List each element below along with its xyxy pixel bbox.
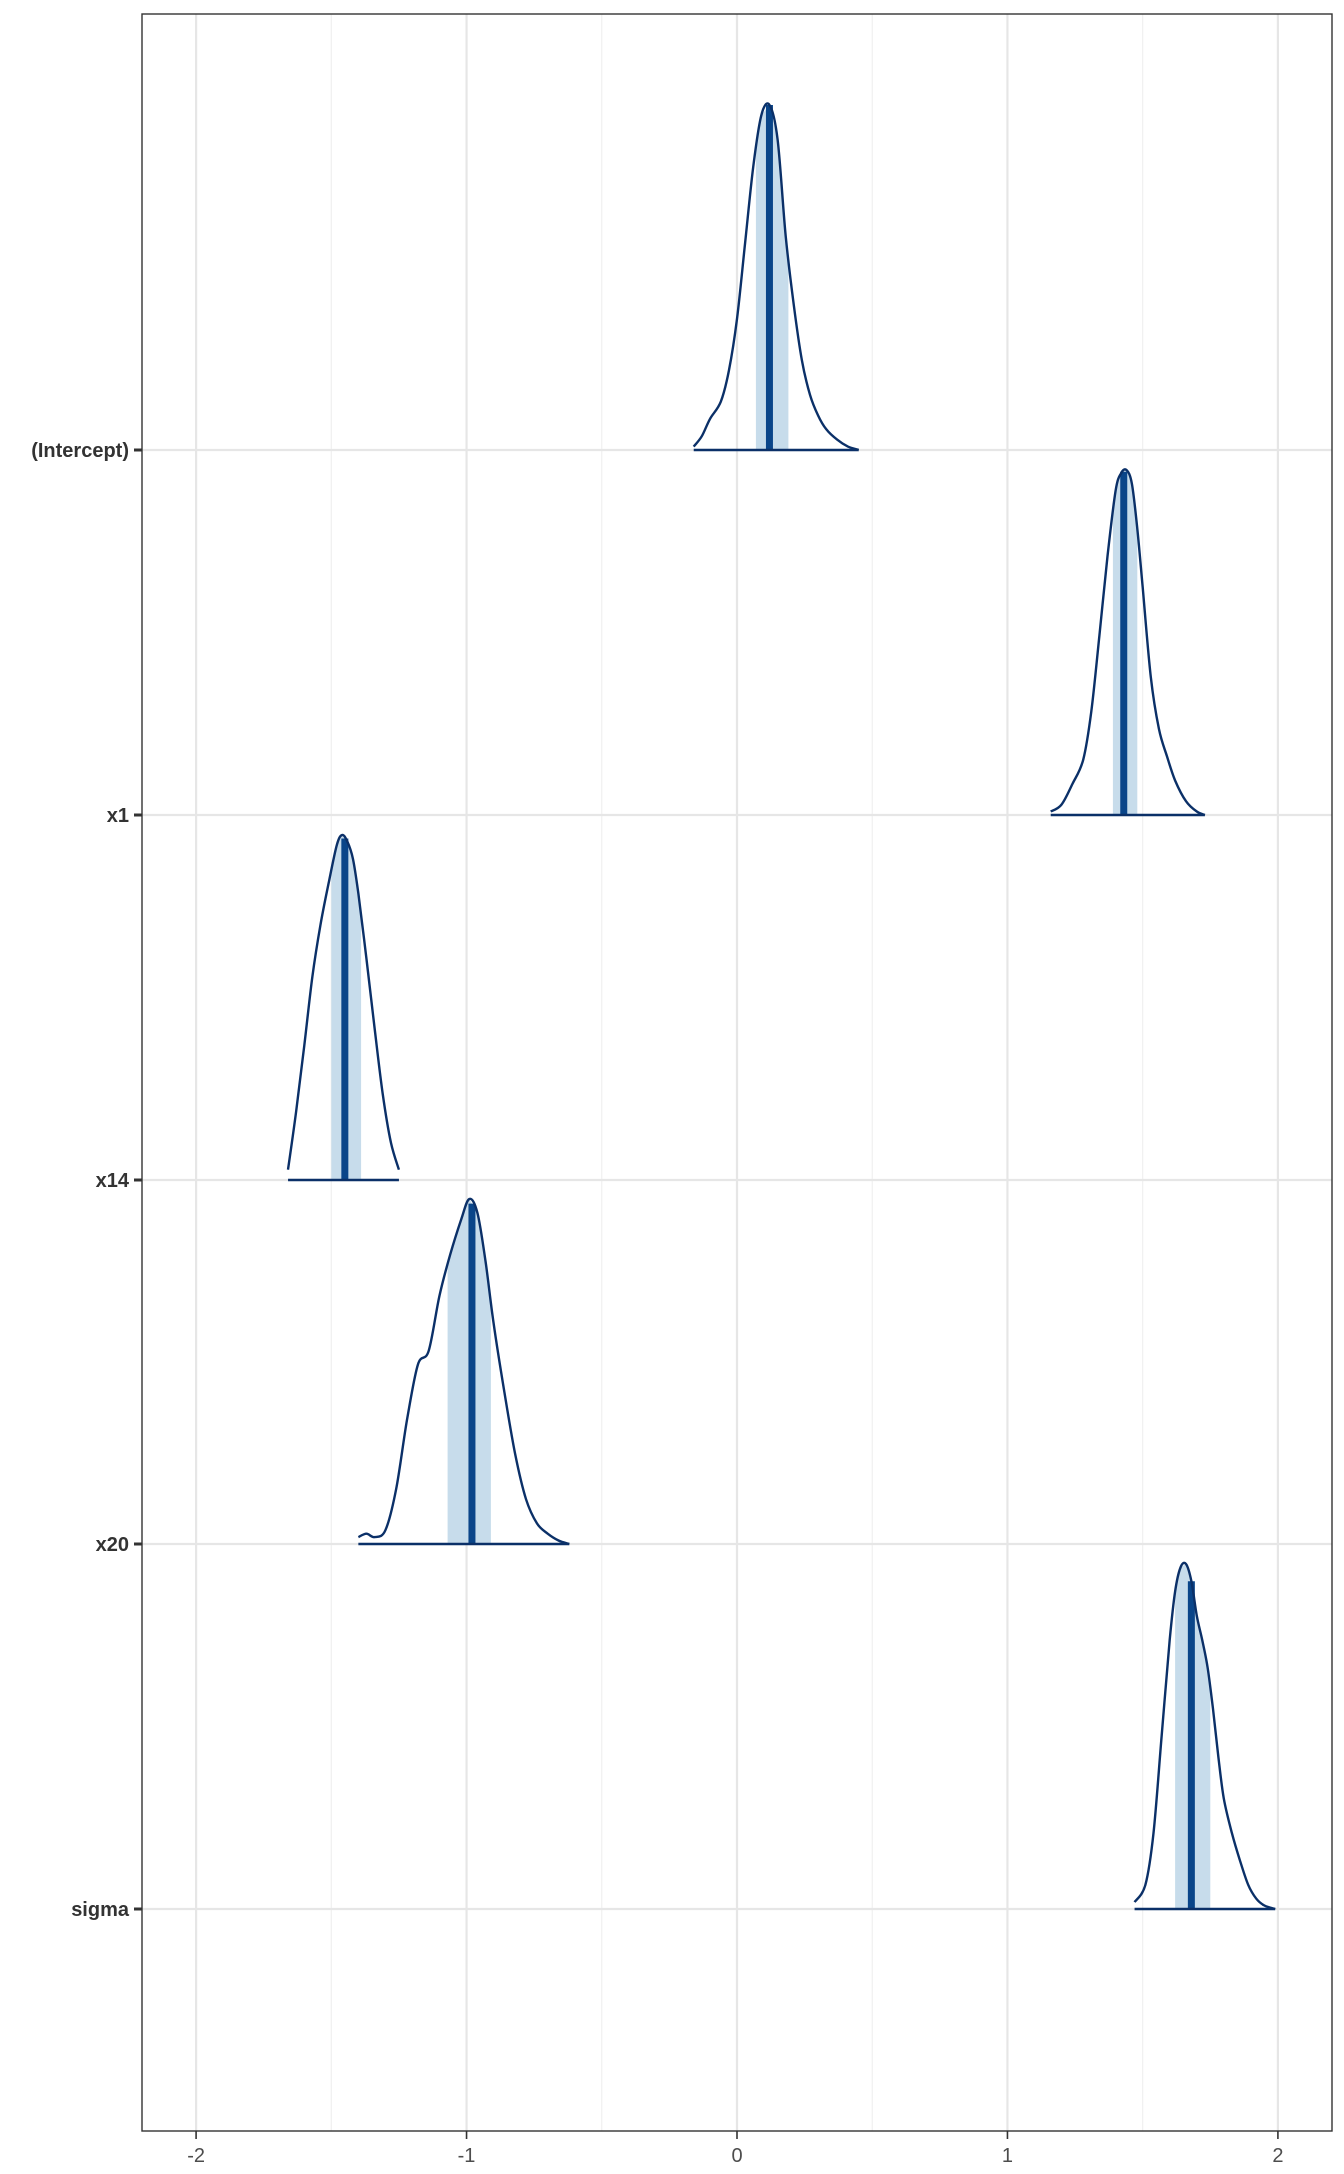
x-tick-label: 0	[731, 2145, 742, 2167]
x-tick-label: -1	[458, 2145, 476, 2167]
y-tick-label: (Intercept)	[31, 440, 129, 462]
density-ridges	[286, 102, 1276, 1911]
density-curve	[1050, 468, 1206, 817]
y-tick-label: x14	[96, 1170, 130, 1192]
axes: -2 -1 0 1 2 (Intercept) x1 x14 x20 sigma	[31, 440, 1283, 2167]
ridge-sigma	[1133, 1561, 1276, 1911]
x-tick-label: -2	[187, 2145, 205, 2167]
x-tick-label: 1	[1002, 2145, 1013, 2167]
density-curve	[1133, 1561, 1276, 1911]
ridge-intercept	[692, 102, 860, 452]
ridge-x14	[286, 833, 401, 1182]
y-tick-label: sigma	[71, 1899, 130, 1921]
x-tick-label: 2	[1272, 2145, 1283, 2167]
ridge-x20	[357, 1197, 570, 1546]
density-curve	[357, 1197, 570, 1546]
density-curve	[286, 833, 401, 1171]
density-curve	[692, 102, 860, 452]
y-tick-label: x1	[107, 805, 129, 827]
y-tick-label: x20	[96, 1534, 129, 1556]
ridge-x1	[1050, 468, 1206, 817]
